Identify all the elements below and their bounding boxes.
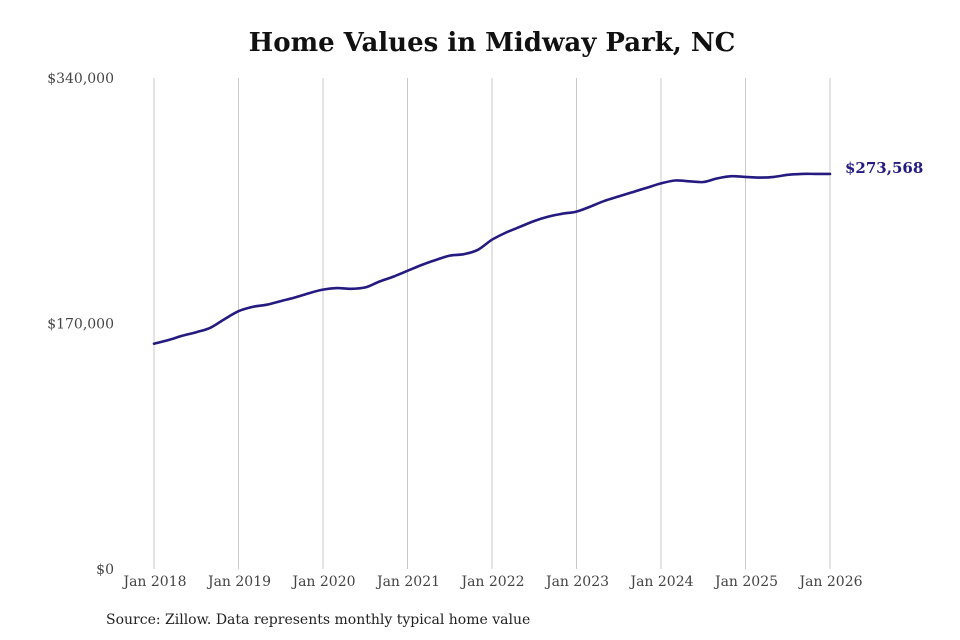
- x-tick-label: Jan 2021: [375, 574, 440, 590]
- x-tick-label: Jan 2024: [628, 574, 693, 590]
- x-tick-label: Jan 2018: [121, 574, 186, 590]
- series-line: [152, 172, 832, 345]
- x-tick-label: Jan 2026: [797, 574, 862, 590]
- x-tick-label: Jan 2025: [713, 574, 778, 590]
- y-tick-label: $0: [96, 562, 114, 578]
- x-tick-label: Jan 2023: [544, 574, 609, 590]
- source-note: Source: Zillow. Data represents monthly …: [106, 612, 531, 628]
- y-tick-label: $340,000: [47, 71, 114, 87]
- y-tick-label: $170,000: [47, 317, 114, 333]
- x-tick-label: Jan 2020: [290, 574, 355, 590]
- x-tick-label: Jan 2019: [206, 574, 271, 590]
- chart-title: Home Values in Midway Park, NC: [248, 28, 736, 58]
- end-value-label: $273,568: [845, 159, 923, 177]
- x-tick-label: Jan 2022: [459, 574, 524, 590]
